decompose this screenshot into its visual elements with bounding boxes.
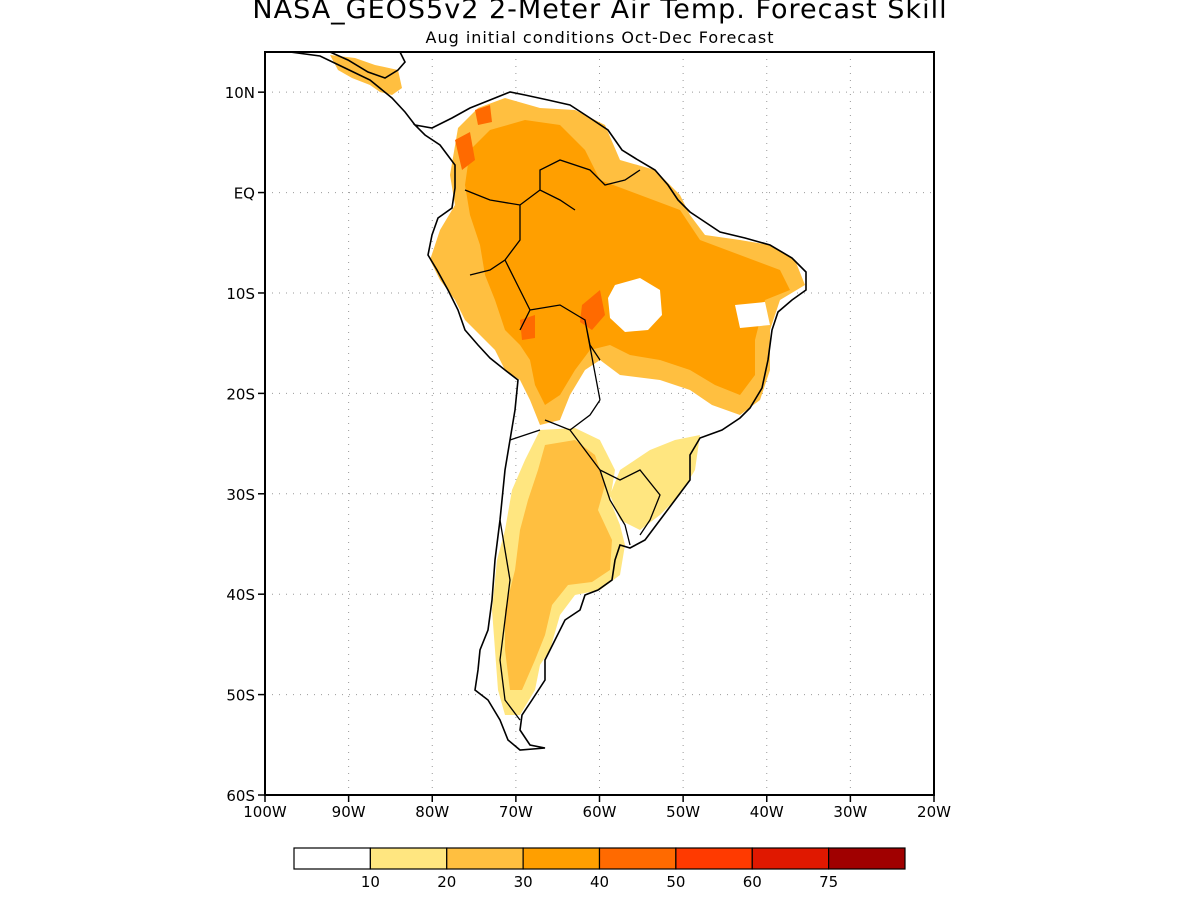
y-tick-label: 60S [226,787,255,805]
y-tick-label: 50S [226,687,255,705]
colorbar-swatch [293,847,371,870]
colorbar-swatch [369,847,448,870]
x-tick-label: 70W [499,803,533,821]
colorbar-label: 40 [590,873,609,891]
y-tick-label: 20S [226,385,255,403]
skill-region-low-coast [735,302,770,328]
skill-region-low-brazil [608,278,662,332]
y-tick-label: 30S [226,486,255,504]
x-tick-label: 90W [332,803,366,821]
coastlines [289,52,807,751]
colorbar-swatch [675,847,753,870]
map-subtitle: Aug initial conditions Oct-Dec Forecast [425,28,775,47]
colorbar: 10 20 30 40 50 60 75 [293,847,906,891]
colorbar-label: 50 [666,873,685,891]
x-tick-label: 20W [917,803,951,821]
map-title: NASA_GEOS5v2 2-Meter Air Temp. Forecast … [252,0,948,25]
x-tick-label: 60W [583,803,617,821]
skill-region-argentina-mid [505,440,612,690]
y-tick-label: 10S [226,285,255,303]
skill-shading [330,55,805,715]
colorbar-swatch [522,847,601,870]
skill-region-south-coast [610,435,700,530]
skill-region-peak-1 [580,290,605,330]
skill-region-chaco-white [595,400,640,465]
caribbean-coastline [329,52,406,79]
y-tick-label: 40S [226,586,255,604]
x-tick-label: 50W [666,803,700,821]
y-tick-label: 10N [225,84,255,102]
colorbar-label: 75 [819,873,838,891]
colorbar-label: 10 [361,873,380,891]
colorbar-swatch [828,847,906,870]
skill-region-north-orange [465,120,790,405]
colorbar-swatch [446,847,524,870]
skill-region-central-america [330,55,402,95]
colorbar-label: 60 [743,873,762,891]
country-borders [464,159,661,721]
x-tick-label: 100W [243,803,287,821]
x-tick-label: 40W [750,803,784,821]
colorbar-swatch [598,847,677,870]
south-america-coastline [412,91,807,751]
colorbar-label: 30 [514,873,533,891]
skill-region-peak-2 [455,132,475,170]
y-tick-label: EQ [234,185,255,203]
colorbar-swatch [751,847,830,870]
skill-region-peak-4 [475,105,492,125]
central-america-coastline [289,52,416,126]
y-axis: 10N EQ 10S 20S 30S 40S 50S 60S [225,84,265,805]
colorbar-label: 20 [437,873,456,891]
x-tick-label: 80W [415,803,449,821]
x-axis: 100W 90W 80W 70W 60W 50W 40W 30W 20W [243,795,951,821]
x-tick-label: 30W [833,803,867,821]
